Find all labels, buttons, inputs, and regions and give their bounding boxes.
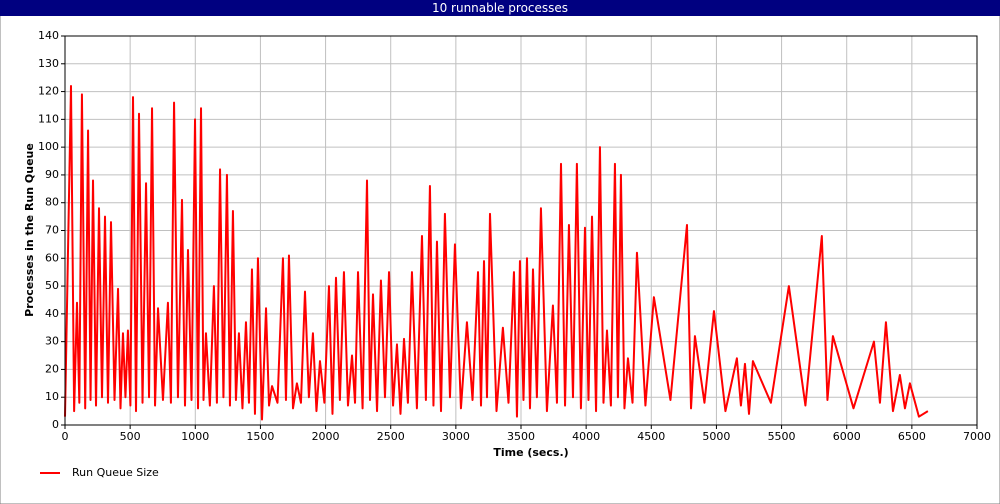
- x-tick-label: 2000: [312, 430, 340, 443]
- x-axis-label: Time (secs.): [493, 446, 568, 459]
- x-tick-label: 3000: [442, 430, 470, 443]
- x-tick-label: 5000: [702, 430, 730, 443]
- x-tick-label: 1000: [181, 430, 209, 443]
- chart-title: 10 runnable processes: [432, 1, 568, 15]
- x-tick-label: 4500: [637, 430, 665, 443]
- y-tick-label: 40: [45, 307, 59, 320]
- y-tick-label: 110: [38, 112, 59, 125]
- x-tick-label: 4000: [572, 430, 600, 443]
- plot-border: [64, 35, 978, 426]
- x-tick-label: 500: [120, 430, 141, 443]
- data-line: [64, 85, 929, 421]
- y-tick-label: 30: [45, 335, 59, 348]
- y-tick-label: 120: [38, 85, 59, 98]
- y-tick-label: 80: [45, 196, 59, 209]
- y-tick-label: 50: [45, 279, 59, 292]
- y-tick-label: 90: [45, 168, 59, 181]
- y-axis-label: Processes in the Run Queue: [23, 143, 36, 317]
- title-bar: [0, 0, 1000, 16]
- y-tick-label: 0: [52, 418, 59, 431]
- legend-label: Run Queue Size: [72, 466, 159, 479]
- y-tick-label: 10: [45, 390, 59, 403]
- x-tick-label: 1500: [246, 430, 274, 443]
- x-tick-label: 5500: [768, 430, 796, 443]
- y-tick-label: 100: [38, 140, 59, 153]
- x-tick-label: 7000: [963, 430, 991, 443]
- y-tick-label: 70: [45, 224, 59, 237]
- x-tick-label: 0: [62, 430, 69, 443]
- x-tick-label: 6000: [833, 430, 861, 443]
- y-tick-label: 20: [45, 362, 59, 375]
- y-tick-label: 60: [45, 251, 59, 264]
- y-tick-label: 140: [38, 29, 59, 42]
- x-tick-label: 2500: [377, 430, 405, 443]
- x-tick-label: 6500: [898, 430, 926, 443]
- x-tick-label: 3500: [507, 430, 535, 443]
- y-tick-label: 130: [38, 57, 59, 70]
